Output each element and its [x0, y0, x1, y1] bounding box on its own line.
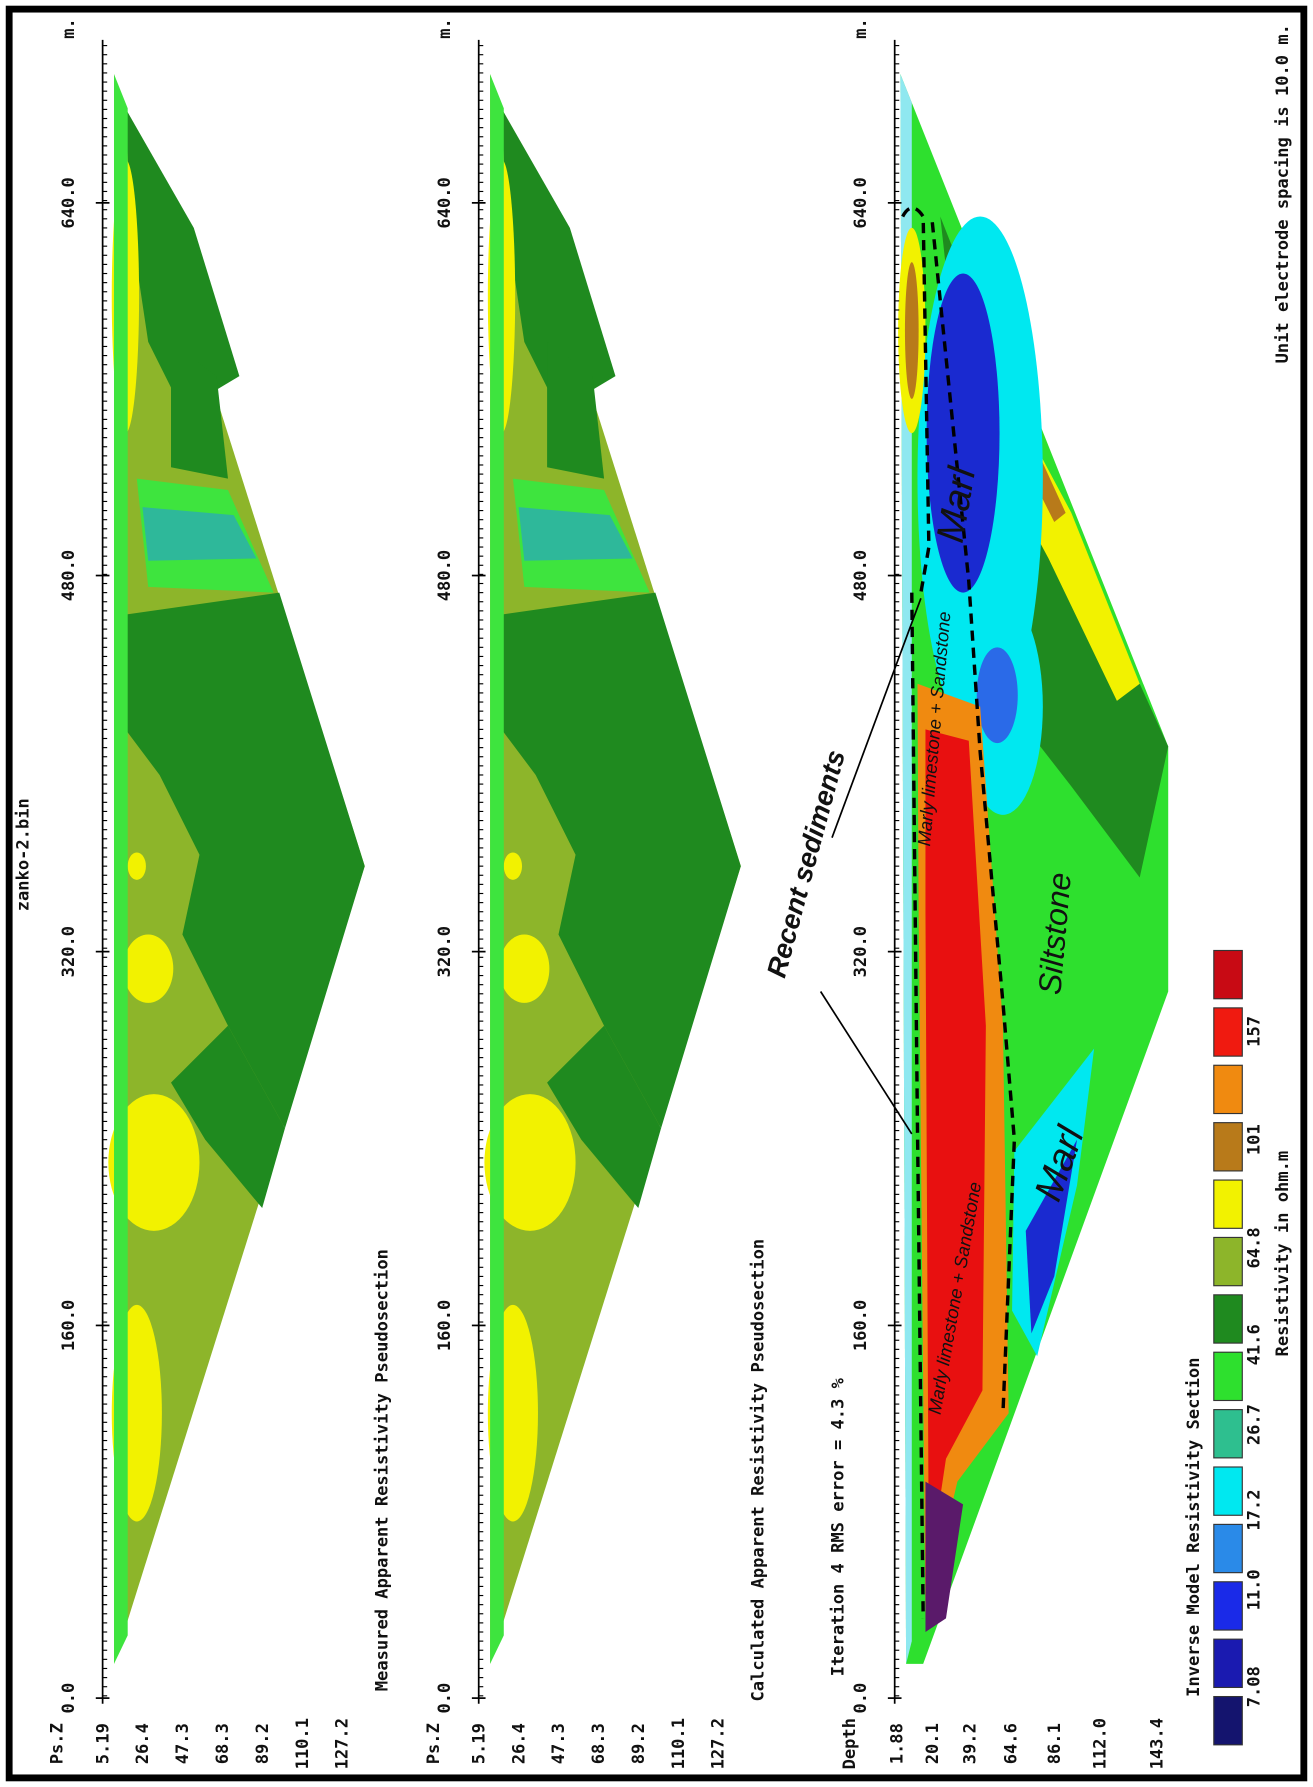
x-tick-label: 0.0: [435, 1683, 455, 1714]
legend-swatch: [1213, 1351, 1243, 1402]
depth-tick-label: 110.1: [293, 1718, 313, 1769]
legend-swatch: [1213, 1409, 1243, 1459]
depth-tick-label: 47.3: [173, 1723, 193, 1764]
x-tick-label: 0.0: [851, 1683, 871, 1714]
measured-pseudosection: [108, 74, 365, 1664]
x-tick-label: 160.0: [59, 1300, 79, 1351]
legend-label: 101: [1244, 1124, 1264, 1155]
legend-swatch: [1213, 1236, 1243, 1287]
depth-tick-label: 1.88: [888, 1723, 908, 1764]
legend-label: 11.0: [1244, 1569, 1264, 1610]
x-tick-label: 640.0: [59, 177, 79, 228]
depth-label: Ps.Z: [424, 1723, 444, 1764]
inverse-model: [819, 74, 1169, 1664]
depth-label: Ps.Z: [48, 1723, 68, 1764]
legend-label: 17.2: [1244, 1489, 1264, 1530]
depth-tick-label: 143.4: [1148, 1718, 1168, 1769]
depth-tick-label: 68.3: [213, 1723, 233, 1764]
x-tick-label: 320.0: [435, 926, 455, 977]
legend-label: 7.08: [1244, 1666, 1264, 1707]
legend-swatch: [1213, 1179, 1243, 1229]
legend-swatch: [1213, 1581, 1243, 1631]
x-tick-label: 160.0: [851, 1300, 871, 1351]
legend-swatch: [1213, 1523, 1243, 1574]
depth-tick-label: 89.2: [629, 1723, 649, 1764]
depth-tick-label: 89.2: [253, 1723, 273, 1764]
panel-title: Calculated Apparent Resistivity Pseudose…: [749, 1239, 769, 1702]
x-tick-label: 0.0: [59, 1683, 79, 1714]
legend-swatch: [1213, 949, 1243, 1000]
legend-swatch: [1213, 1466, 1243, 1516]
x-tick-label: 320.0: [59, 926, 79, 977]
depth-tick-label: 127.2: [709, 1718, 729, 1769]
panel-title: Iteration 4 RMS error = 4.3 %: [828, 1377, 848, 1676]
depth-tick-label: 20.1: [923, 1723, 943, 1764]
depth-tick-label: 110.1: [669, 1718, 689, 1769]
x-tick-label: 640.0: [435, 177, 455, 228]
depth-tick-label: 112.0: [1091, 1718, 1111, 1769]
depth-tick-label: 39.2: [961, 1723, 981, 1764]
annotation: Recent sediments: [760, 747, 851, 981]
depth-tick-label: 5.19: [93, 1723, 113, 1764]
legend-swatch: [1213, 1122, 1243, 1172]
legend-title: Inverse Model Resistivity Section: [1184, 1357, 1204, 1696]
legend-swatch: [1213, 1064, 1243, 1115]
panel-title: Measured Apparent Resistivity Pseudosect…: [373, 1249, 393, 1691]
legend-swatch: [1213, 1007, 1243, 1057]
legend-unit: Resistivity in ohm.m: [1273, 1151, 1293, 1357]
depth-tick-label: 68.3: [589, 1723, 609, 1764]
x-tick-label: 480.0: [851, 550, 871, 601]
note: Unit electrode spacing is 10.0 m.: [1273, 24, 1293, 363]
depth-tick-label: 47.3: [549, 1723, 569, 1764]
legend-swatch: [1213, 1695, 1243, 1746]
legend-label: 41.6: [1244, 1324, 1264, 1365]
depth-tick-label: 86.1: [1045, 1723, 1065, 1764]
x-tick-label: 480.0: [59, 550, 79, 601]
legend-label: 26.7: [1244, 1404, 1264, 1445]
x-unit: m.: [435, 18, 455, 39]
depth-tick-label: 5.19: [469, 1723, 489, 1764]
depth-tick-label: 127.2: [333, 1718, 353, 1769]
legend-swatch: [1213, 1638, 1243, 1689]
file-name: zanko-2.bin: [14, 798, 34, 911]
calculated-pseudosection: [484, 74, 741, 1664]
depth-tick-label: 64.6: [1002, 1723, 1022, 1764]
legend-swatch: [1213, 1294, 1243, 1344]
x-unit: m.: [59, 18, 79, 39]
legend-label: 64.8: [1244, 1227, 1264, 1268]
x-tick-label: 160.0: [435, 1300, 455, 1351]
x-tick-label: 480.0: [435, 550, 455, 601]
x-unit: m.: [851, 18, 871, 39]
depth-tick-label: 26.4: [133, 1723, 153, 1764]
depth-label: Depth: [840, 1718, 860, 1769]
x-tick-label: 320.0: [851, 926, 871, 977]
x-tick-label: 640.0: [851, 177, 871, 228]
depth-tick-label: 26.4: [509, 1723, 529, 1764]
frame: [5, 5, 1308, 1782]
legend-label: 157: [1244, 1016, 1264, 1047]
